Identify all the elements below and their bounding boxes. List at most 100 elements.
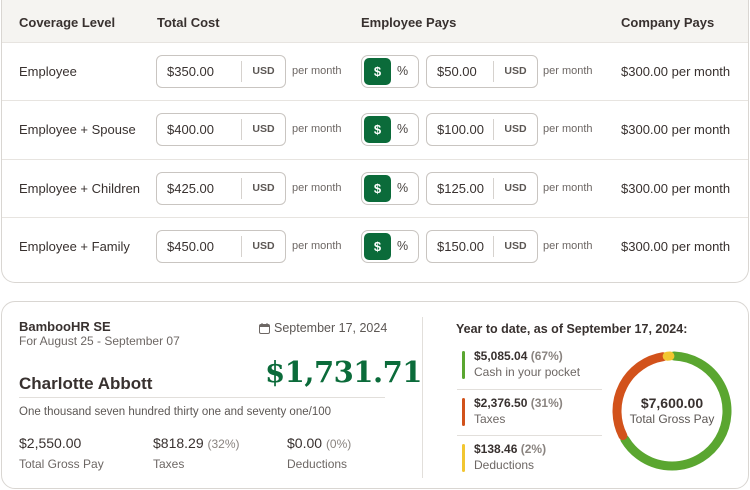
total-cost-field[interactable]: $400.00 USD bbox=[156, 113, 286, 146]
calendar-icon bbox=[259, 322, 270, 334]
percent-toggle-button[interactable]: % bbox=[397, 239, 409, 253]
currency-label: USD bbox=[241, 61, 285, 82]
per-month-label: per month bbox=[292, 65, 342, 77]
amount-type-toggle[interactable]: $ % bbox=[361, 55, 419, 88]
dollar-toggle-button[interactable]: $ bbox=[364, 175, 391, 202]
percent-toggle-button[interactable]: % bbox=[397, 122, 409, 136]
currency-label: USD bbox=[493, 178, 537, 199]
currency-label: USD bbox=[493, 236, 537, 257]
employee-pays-field[interactable]: $50.00 USD bbox=[426, 55, 538, 88]
total-cost-field[interactable]: $350.00 USD bbox=[156, 55, 286, 88]
taxes-label: Taxes bbox=[153, 457, 185, 471]
total-cost-field[interactable]: $425.00 USD bbox=[156, 172, 286, 205]
company-pays-value: $300.00 per month bbox=[621, 181, 731, 196]
pay-stub-card: BambooHR SE For August 25 - September 07… bbox=[1, 301, 749, 489]
taxes-value: $818.29 (32%) bbox=[153, 435, 240, 451]
per-month-label: per month bbox=[543, 123, 593, 135]
company-pays-value: $300.00 per month bbox=[621, 239, 731, 254]
table-row: Employee + Spouse $400.00 USD per month … bbox=[2, 100, 748, 158]
net-pay-words: One thousand seven hundred thirty one an… bbox=[19, 406, 332, 418]
ytd-legend-item: $2,376.50 (31%) Taxes bbox=[462, 396, 602, 436]
employee-pays-value[interactable]: $50.00 bbox=[437, 64, 477, 79]
employee-pays-field[interactable]: $125.00 USD bbox=[426, 172, 538, 205]
total-cost-value[interactable]: $450.00 bbox=[167, 239, 214, 254]
deductions-label: Deductions bbox=[287, 457, 348, 471]
legend-amount: $2,376.50 bbox=[474, 396, 528, 410]
coverage-level-label: Employee + Spouse bbox=[19, 122, 136, 137]
per-month-label: per month bbox=[543, 240, 593, 252]
pay-period: For August 25 - September 07 bbox=[19, 334, 180, 348]
employee-pays-field[interactable]: $150.00 USD bbox=[426, 230, 538, 263]
legend-color-bar bbox=[462, 398, 465, 426]
amount-type-toggle[interactable]: $ % bbox=[361, 113, 419, 146]
dollar-toggle-button[interactable]: $ bbox=[364, 58, 391, 85]
currency-label: USD bbox=[493, 61, 537, 82]
employee-name: Charlotte Abbott bbox=[19, 374, 153, 393]
ytd-legend-item: $5,085.04 (67%) Cash in your pocket bbox=[462, 349, 602, 389]
total-cost-value[interactable]: $350.00 bbox=[167, 64, 214, 79]
legend-label: Deductions bbox=[474, 458, 535, 472]
per-month-label: per month bbox=[292, 240, 342, 252]
percent-toggle-button[interactable]: % bbox=[397, 64, 409, 78]
ytd-title: Year to date, as of September 17, 2024: bbox=[456, 322, 688, 336]
gross-pay-value: $2,550.00 bbox=[19, 435, 81, 451]
legend-divider bbox=[457, 435, 602, 436]
divider bbox=[19, 397, 385, 398]
legend-percent: (31%) bbox=[530, 396, 563, 410]
pay-date-text: September 17, 2024 bbox=[274, 321, 388, 335]
taxes-percent: (32%) bbox=[207, 437, 240, 451]
total-cost-value[interactable]: $425.00 bbox=[167, 181, 214, 196]
percent-toggle-button[interactable]: % bbox=[397, 181, 409, 195]
dollar-toggle-button[interactable]: $ bbox=[364, 233, 391, 260]
ytd-legend-item: $138.46 (2%) Deductions bbox=[462, 442, 602, 482]
total-cost-value[interactable]: $400.00 bbox=[167, 122, 214, 137]
per-month-label: per month bbox=[543, 182, 593, 194]
currency-label: USD bbox=[241, 119, 285, 140]
donut-segment bbox=[612, 352, 668, 441]
legend-color-bar bbox=[462, 444, 465, 472]
amount-type-toggle[interactable]: $ % bbox=[361, 172, 419, 205]
ytd-donut-chart bbox=[612, 351, 732, 471]
header-employee-pays: Employee Pays bbox=[361, 15, 457, 30]
table-row: Employee $350.00 USD per month $ % $50.0… bbox=[2, 42, 748, 100]
company-name: BambooHR SE bbox=[19, 319, 111, 334]
legend-value: $138.46 (2%) bbox=[474, 442, 546, 456]
table-header: Coverage Level Total Cost Employee Pays … bbox=[2, 0, 748, 42]
deductions-value: $0.00 (0%) bbox=[287, 435, 351, 451]
legend-amount: $138.46 bbox=[474, 442, 518, 456]
net-pay-amount: $1,731.71 bbox=[265, 355, 422, 389]
currency-label: USD bbox=[241, 178, 285, 199]
gross-pay-amount: $2,550.00 bbox=[19, 435, 82, 451]
pay-date: September 17, 2024 bbox=[259, 321, 387, 335]
per-month-label: per month bbox=[543, 65, 593, 77]
employee-pays-field[interactable]: $100.00 USD bbox=[426, 113, 538, 146]
employee-pays-value[interactable]: $125.00 bbox=[437, 181, 484, 196]
currency-label: USD bbox=[493, 119, 537, 140]
legend-value: $5,085.04 (67%) bbox=[474, 349, 563, 363]
legend-percent: (2%) bbox=[520, 442, 547, 456]
total-cost-field[interactable]: $450.00 USD bbox=[156, 230, 286, 263]
per-month-label: per month bbox=[292, 123, 342, 135]
vertical-divider bbox=[422, 317, 423, 478]
employee-pays-value[interactable]: $100.00 bbox=[437, 122, 484, 137]
company-pays-value: $300.00 per month bbox=[621, 64, 731, 79]
donut-total-value: $7,600.00 bbox=[640, 395, 704, 411]
header-company-pays: Company Pays bbox=[621, 15, 715, 30]
legend-color-bar bbox=[462, 351, 465, 379]
legend-label: Cash in your pocket bbox=[474, 365, 581, 379]
legend-percent: (67%) bbox=[530, 349, 563, 363]
taxes-amount: $818.29 bbox=[153, 435, 204, 451]
currency-label: USD bbox=[241, 236, 285, 257]
dollar-toggle-button[interactable]: $ bbox=[364, 116, 391, 143]
deductions-percent: (0%) bbox=[325, 437, 352, 451]
coverage-cost-table: Coverage Level Total Cost Employee Pays … bbox=[1, 0, 749, 283]
deductions-amount: $0.00 bbox=[287, 435, 323, 451]
legend-value: $2,376.50 (31%) bbox=[474, 396, 563, 410]
table-row: Employee + Children $425.00 USD per mont… bbox=[2, 159, 748, 217]
coverage-level-label: Employee + Family bbox=[19, 239, 130, 254]
legend-amount: $5,085.04 bbox=[474, 349, 528, 363]
employee-pays-value[interactable]: $150.00 bbox=[437, 239, 484, 254]
company-pays-value: $300.00 per month bbox=[621, 122, 731, 137]
gross-pay-label: Total Gross Pay bbox=[19, 457, 104, 471]
amount-type-toggle[interactable]: $ % bbox=[361, 230, 419, 263]
